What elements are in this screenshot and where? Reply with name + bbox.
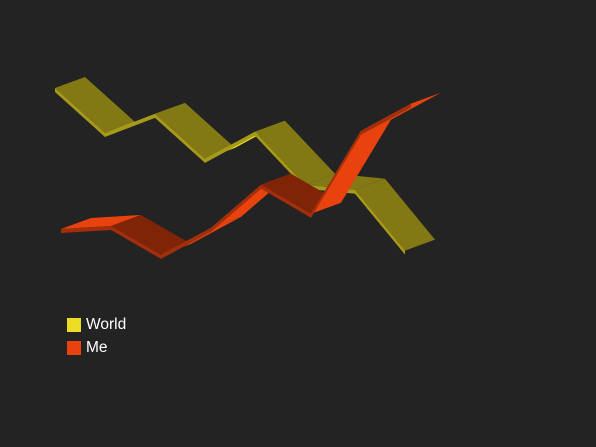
me-edge-1 xyxy=(61,225,111,233)
legend-swatch-world xyxy=(67,317,81,332)
legend-item-me: Me xyxy=(67,336,126,359)
me-edge-5 xyxy=(261,184,311,218)
me-segment-2 xyxy=(111,214,191,255)
legend-item-world: World xyxy=(67,313,126,336)
legend-label-world: World xyxy=(86,315,127,333)
world-edge-1 xyxy=(55,88,105,137)
world-edge-2 xyxy=(105,113,155,137)
world-edge-4 xyxy=(205,131,255,163)
world-segment-7 xyxy=(355,178,435,251)
world-segment-1 xyxy=(55,77,135,133)
legend: World Me xyxy=(67,313,126,359)
me-edge-7 xyxy=(361,103,411,135)
series-me xyxy=(61,92,441,259)
world-edge-3 xyxy=(155,113,205,163)
world-edge-5 xyxy=(255,131,305,189)
world-segment-5 xyxy=(255,120,335,185)
world-segment-3 xyxy=(155,102,235,159)
me-edge-3 xyxy=(161,227,211,259)
legend-label-me: Me xyxy=(86,338,108,356)
me-segment-1 xyxy=(61,214,141,229)
legend-swatch-me xyxy=(67,340,81,355)
me-edge-2 xyxy=(111,225,161,259)
me-segment-6 xyxy=(311,119,391,214)
world-edge-7 xyxy=(355,189,405,255)
me-edge-4 xyxy=(211,184,261,232)
me-edge-6 xyxy=(311,130,361,218)
